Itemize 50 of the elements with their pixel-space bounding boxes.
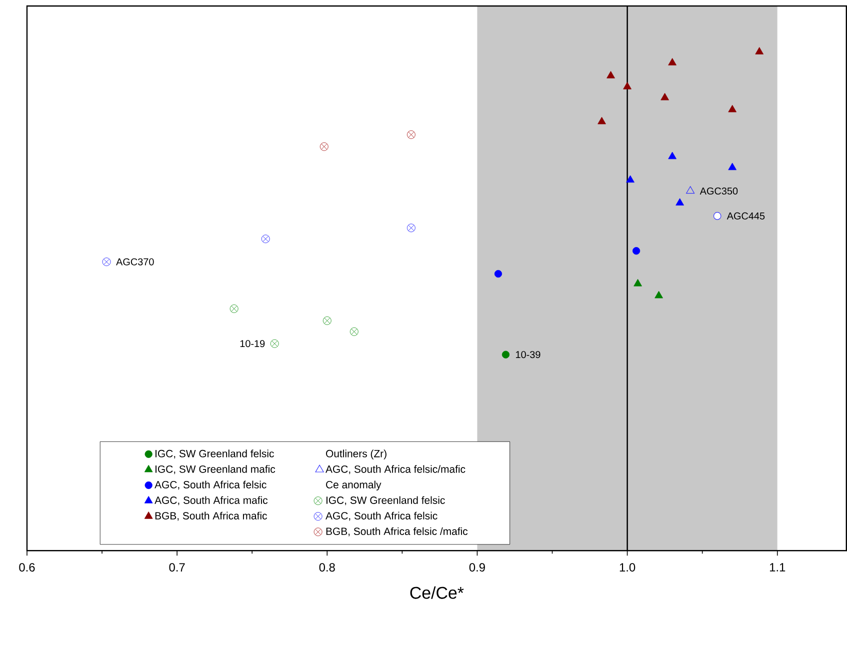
point	[668, 58, 676, 66]
point	[230, 304, 238, 314]
point	[713, 212, 722, 220]
x-tick-label: 0.9	[469, 563, 485, 572]
legend-label: AGC, South Africa felsic	[326, 512, 438, 521]
point	[686, 186, 695, 194]
point	[606, 71, 615, 79]
legend-label: AGC, South Africa felsic/mafic	[326, 465, 466, 474]
legend-label: IGC, SW Greenland felsic	[326, 496, 445, 506]
x-tick-label: 0.8	[319, 563, 335, 572]
x-tick-label: 1.0	[620, 563, 636, 572]
point	[623, 82, 632, 90]
annotation: 10-39	[516, 351, 540, 358]
point	[320, 142, 328, 152]
legend-label: BGB, South Africa felsic /mafic	[326, 528, 468, 537]
legend-label: AGC, South Africa felsic	[154, 480, 266, 490]
annotation: Ce anomaly	[326, 480, 382, 491]
x-tick-label: 0.7	[169, 563, 185, 572]
point	[634, 279, 642, 287]
point	[728, 105, 737, 112]
point	[406, 130, 416, 140]
point	[668, 152, 676, 160]
point	[676, 198, 684, 206]
annotation: AGC445	[726, 212, 765, 220]
x-tick-label: 0.6	[19, 563, 35, 572]
annotation: 10-19	[240, 340, 265, 348]
legend-label: BGB, South Africa mafic	[155, 512, 267, 521]
point	[728, 163, 737, 170]
point	[322, 316, 332, 326]
legend-label: IGC, SW Greenland mafic	[156, 465, 276, 474]
point	[406, 224, 416, 232]
point	[502, 351, 510, 359]
point	[654, 291, 663, 298]
point	[270, 340, 279, 348]
point	[102, 258, 111, 266]
legend-label: IGC, SW Greenland felsic	[156, 450, 274, 459]
annotation: AGC370	[116, 258, 154, 266]
point	[755, 47, 764, 55]
point	[632, 247, 640, 255]
legend-label: AGC, South Africa mafic	[154, 496, 268, 506]
annotation: AGC350	[700, 188, 738, 195]
point	[261, 234, 270, 244]
point	[494, 270, 502, 278]
x-axis-title: Ce/Ce*	[410, 586, 464, 600]
point	[626, 175, 634, 183]
point	[350, 328, 358, 336]
x-tick-label: 1.1	[770, 563, 786, 572]
annotation: Outliners (Zr)	[326, 450, 386, 460]
point	[660, 93, 669, 100]
point	[598, 117, 606, 124]
